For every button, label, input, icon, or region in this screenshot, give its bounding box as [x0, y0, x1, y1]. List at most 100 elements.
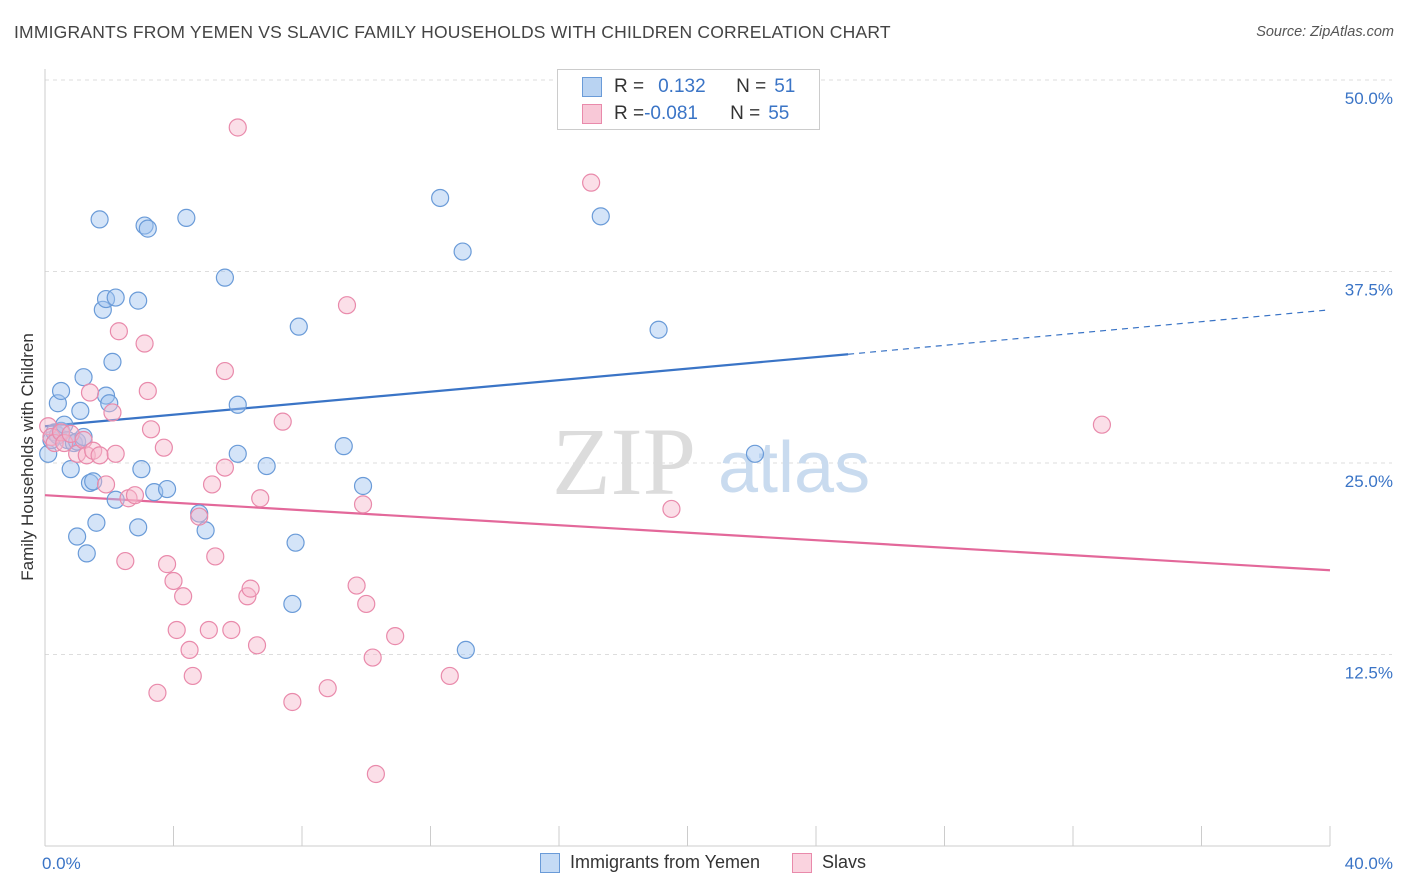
point-yemen: [157, 479, 177, 499]
point-slavs: [103, 403, 122, 422]
n-label: N =: [730, 103, 761, 124]
point-slavs: [251, 489, 270, 508]
point-slavs: [241, 579, 260, 598]
point-slavs: [167, 620, 186, 640]
point-slavs: [125, 486, 145, 505]
point-yemen: [87, 513, 106, 532]
point-slavs: [318, 679, 337, 698]
point-slavs: [199, 620, 218, 640]
point-yemen: [103, 352, 122, 371]
point-slavs: [347, 576, 366, 595]
point-slavs: [109, 322, 128, 341]
point-slavs: [386, 627, 405, 646]
point-yemen: [431, 188, 450, 208]
data-points: [39, 118, 1112, 784]
legend-label-yemen: Immigrants from Yemen: [569, 852, 761, 872]
y-tick-label: 50.0%: [1345, 89, 1393, 108]
point-slavs: [283, 692, 302, 712]
point-yemen: [453, 242, 472, 261]
point-yemen: [77, 544, 96, 563]
y-axis-label: Family Households with Children: [18, 333, 37, 581]
point-yemen: [90, 210, 109, 229]
point-yemen: [61, 460, 80, 479]
n-value: 51: [774, 76, 796, 97]
stats-row-yemen: R = 0.132 N = 51: [582, 75, 795, 99]
r-label: R =: [614, 103, 645, 124]
point-yemen: [177, 208, 196, 227]
point-slavs: [45, 433, 64, 453]
point-slavs: [183, 666, 202, 686]
point-slavs: [135, 334, 154, 353]
point-slavs: [55, 433, 74, 453]
point-slavs: [116, 551, 135, 571]
legend-item-yemen[interactable]: Immigrants from Yemen: [539, 852, 761, 873]
point-slavs: [1092, 415, 1112, 434]
point-yemen: [456, 640, 475, 660]
point-yemen: [334, 437, 353, 456]
stats-legend: R = 0.132 N = 51 R = -0.081 N = 55: [557, 69, 820, 130]
point-slavs: [106, 444, 125, 463]
point-yemen: [745, 444, 765, 463]
point-yemen: [591, 207, 610, 226]
y-tick-label: 25.0%: [1345, 472, 1393, 491]
stats-swatch-slavs: [582, 104, 602, 124]
stats-swatch-yemen: [582, 77, 602, 97]
n-label: N =: [736, 76, 767, 97]
point-slavs: [353, 495, 373, 514]
point-slavs: [148, 683, 167, 702]
y-tick-label: 37.5%: [1345, 281, 1393, 300]
point-slavs: [157, 555, 177, 574]
point-yemen: [228, 395, 247, 414]
point-slavs: [77, 446, 96, 465]
point-slavs: [247, 636, 267, 655]
point-yemen: [129, 518, 148, 537]
watermark-atlas: atlas: [718, 428, 870, 508]
x-tick-label: 0.0%: [42, 854, 81, 873]
point-slavs: [582, 173, 601, 192]
point-slavs: [174, 587, 193, 606]
point-yemen: [289, 317, 308, 336]
point-slavs: [228, 118, 247, 137]
point-slavs: [80, 383, 100, 402]
bottom-legend: Immigrants from Yemen Slavs: [0, 852, 1406, 873]
n-value: 55: [768, 103, 790, 124]
point-yemen: [51, 381, 71, 401]
legend-item-slavs[interactable]: Slavs: [792, 852, 866, 873]
point-slavs: [190, 507, 209, 526]
point-slavs: [215, 361, 234, 381]
point-yemen: [286, 533, 305, 552]
point-yemen: [353, 476, 373, 496]
point-yemen: [138, 219, 157, 238]
point-yemen: [649, 320, 668, 339]
legend-label-slavs: Slavs: [822, 852, 867, 872]
tick-labels: 12.5% 25.0% 37.5% 50.0% 0.0% 40.0%: [42, 89, 1393, 873]
point-slavs: [363, 648, 382, 667]
point-yemen: [257, 456, 276, 476]
trend-lines: [44, 309, 1331, 572]
trend-line-yemen-projection: [848, 309, 1331, 355]
source-label: Source: ZipAtlas.com: [1256, 24, 1394, 40]
point-slavs: [180, 640, 199, 660]
point-slavs: [138, 381, 157, 401]
x-tick-label: 40.0%: [1345, 854, 1393, 873]
y-tick-label: 12.5%: [1345, 664, 1393, 683]
legend-swatch-yemen: [539, 852, 560, 873]
point-slavs: [202, 475, 222, 494]
point-yemen: [74, 368, 93, 387]
point-yemen: [106, 288, 125, 307]
point-slavs: [164, 571, 183, 591]
point-yemen: [228, 444, 247, 463]
point-slavs: [337, 296, 357, 315]
point-slavs: [84, 441, 103, 460]
point-yemen: [129, 291, 148, 310]
point-slavs: [366, 764, 385, 784]
point-slavs: [206, 547, 225, 566]
point-slavs: [222, 620, 241, 640]
stats-row-slavs: R = -0.081 N = 55: [582, 102, 789, 126]
point-slavs: [440, 666, 459, 686]
legend-swatch-slavs: [792, 852, 813, 873]
point-slavs: [96, 475, 116, 494]
point-yemen: [215, 268, 234, 287]
r-label: R =: [614, 76, 645, 97]
point-slavs: [273, 412, 292, 431]
